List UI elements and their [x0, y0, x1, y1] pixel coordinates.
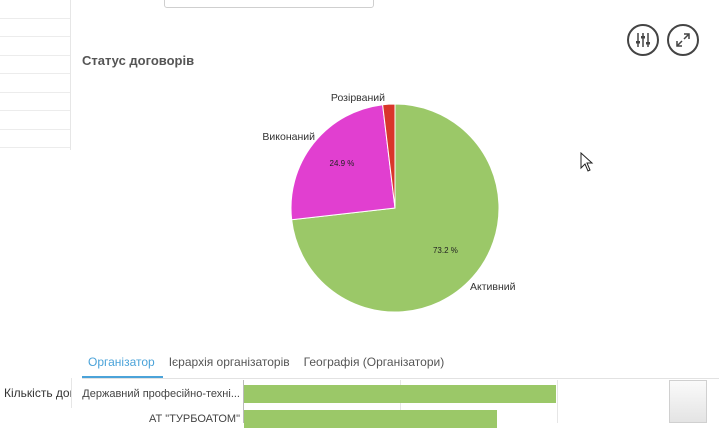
left-table-fragment: [0, 0, 71, 150]
pie-slice[interactable]: [290, 104, 396, 221]
chart-settings-button[interactable]: [627, 24, 659, 56]
table-row: [0, 19, 70, 37]
expand-button[interactable]: [667, 24, 699, 56]
side-measure-label: Кількість дог: [0, 378, 72, 408]
expand-icon: [676, 33, 690, 47]
pie-category-label: Виконаний: [262, 131, 315, 143]
bar[interactable]: [244, 385, 556, 403]
tab-organizer[interactable]: Організатор: [82, 352, 163, 378]
panel-title: Статус договорів: [82, 53, 195, 68]
bar-category-label: Державний професійно-техні...: [82, 388, 240, 400]
pie-slice[interactable]: [382, 103, 396, 209]
bar-category-label: АТ "ТУРБОАТОМ": [149, 413, 240, 425]
tab-organizer-hierarchy[interactable]: Ієрархія організаторів: [168, 355, 290, 369]
scrollbar-thumb[interactable]: [669, 380, 707, 423]
table-row: [0, 0, 70, 19]
grid-line: [557, 380, 558, 423]
table-row: [0, 56, 70, 74]
mouse-cursor-icon: [580, 152, 594, 172]
pie-category-label: Розірваний: [331, 92, 385, 104]
pie-chart: 73.2 % Активний 24.9 % Виконаний Розірваний: [262, 92, 516, 313]
table-row: [0, 130, 70, 148]
table-row: [0, 111, 70, 130]
bar-axis: [243, 380, 244, 423]
table-row: [0, 93, 70, 111]
table-row: [0, 37, 70, 56]
filter-input[interactable]: [164, 0, 374, 8]
tab-divider: [82, 378, 719, 379]
pie-value-label: 24.9 %: [330, 159, 355, 168]
pie-value-label: 73.2 %: [433, 246, 458, 255]
tab-geography[interactable]: Географія (Організатори): [303, 355, 445, 369]
table-row: [0, 74, 70, 93]
sliders-icon: [636, 33, 650, 47]
pie-category-label: Активний: [470, 281, 516, 293]
tab-bar: Організатор Ієрархія організаторів Геогр…: [82, 352, 452, 378]
bar[interactable]: [244, 410, 497, 428]
